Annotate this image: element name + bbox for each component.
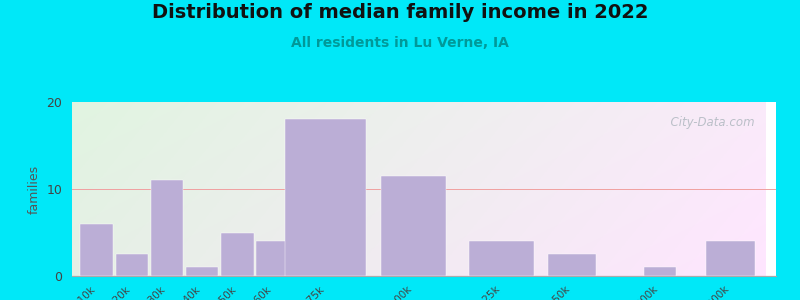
Bar [186,267,218,276]
Bar [257,241,289,276]
Bar [222,232,254,276]
Bar [644,267,676,276]
Text: City-Data.com: City-Data.com [663,116,755,129]
Bar [151,180,183,276]
Y-axis label: families: families [28,164,41,214]
Text: All residents in Lu Verne, IA: All residents in Lu Verne, IA [291,36,509,50]
Text: Distribution of median family income in 2022: Distribution of median family income in … [152,3,648,22]
Bar [547,254,596,276]
Bar [81,224,113,276]
Bar [469,241,534,276]
Bar [285,119,366,276]
Bar [706,241,754,276]
Bar [381,176,446,276]
Bar [116,254,148,276]
